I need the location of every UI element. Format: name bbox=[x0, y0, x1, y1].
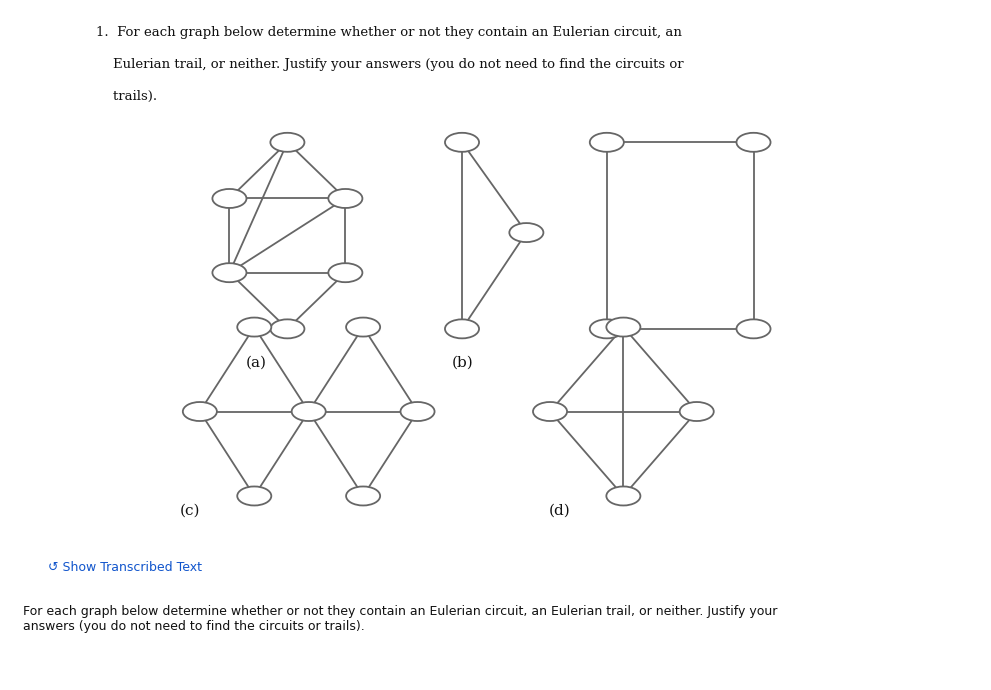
Text: For each graph below determine whether or not they contain an Eulerian circuit, : For each graph below determine whether o… bbox=[24, 604, 778, 633]
Circle shape bbox=[606, 486, 640, 506]
Circle shape bbox=[445, 132, 479, 152]
Circle shape bbox=[590, 132, 624, 152]
Circle shape bbox=[328, 189, 363, 208]
Circle shape bbox=[271, 319, 304, 338]
Text: ↺ Show Transcribed Text: ↺ Show Transcribed Text bbox=[49, 562, 202, 574]
Circle shape bbox=[736, 132, 771, 152]
Text: (d): (d) bbox=[549, 504, 571, 518]
Text: Eulerian trail, or neither. Justify your answers (you do not need to find the ci: Eulerian trail, or neither. Justify your… bbox=[96, 58, 684, 71]
Circle shape bbox=[606, 317, 640, 337]
Text: trails).: trails). bbox=[96, 90, 157, 103]
Circle shape bbox=[736, 319, 771, 338]
Circle shape bbox=[291, 402, 326, 421]
Circle shape bbox=[237, 486, 272, 506]
Circle shape bbox=[346, 317, 381, 337]
Text: 1.  For each graph below determine whether or not they contain an Eulerian circu: 1. For each graph below determine whethe… bbox=[96, 26, 682, 39]
Circle shape bbox=[445, 319, 479, 338]
Text: (a): (a) bbox=[246, 356, 268, 370]
Circle shape bbox=[328, 263, 363, 282]
Circle shape bbox=[237, 317, 272, 337]
Circle shape bbox=[680, 402, 714, 421]
Circle shape bbox=[346, 486, 381, 506]
Text: (c): (c) bbox=[180, 504, 200, 518]
Circle shape bbox=[509, 223, 543, 242]
Circle shape bbox=[212, 189, 247, 208]
Circle shape bbox=[590, 319, 624, 338]
Circle shape bbox=[212, 263, 247, 282]
Circle shape bbox=[400, 402, 435, 421]
Text: (b): (b) bbox=[452, 356, 474, 370]
Circle shape bbox=[271, 132, 304, 152]
Circle shape bbox=[182, 402, 217, 421]
Circle shape bbox=[533, 402, 567, 421]
